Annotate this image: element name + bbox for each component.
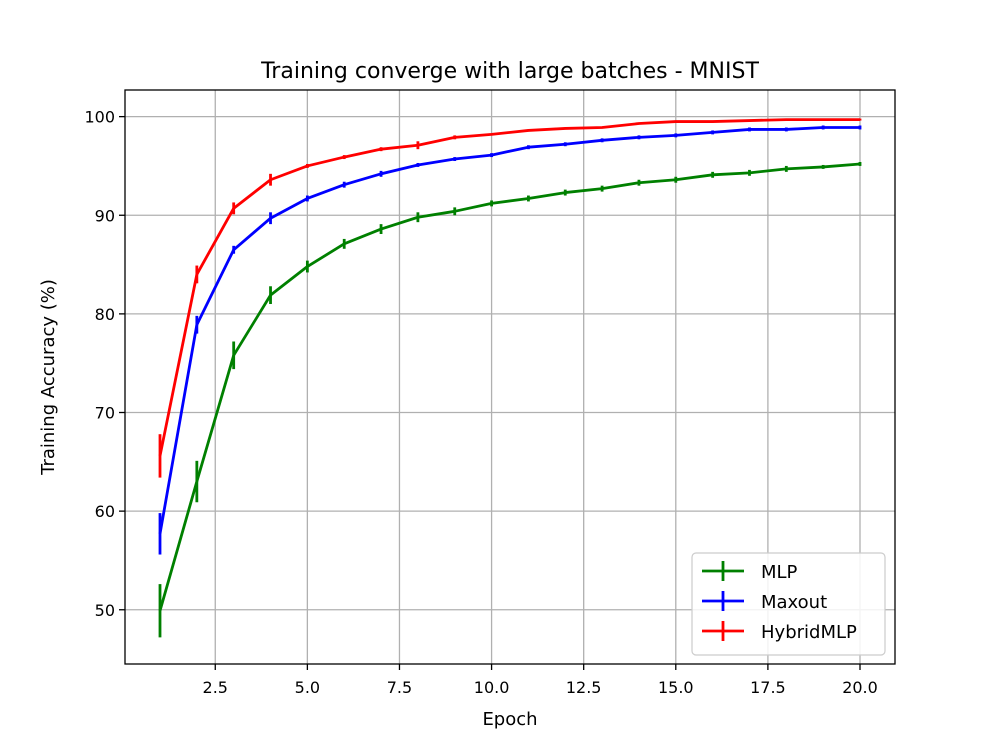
y-tick-label: 80 [95, 305, 115, 324]
x-tick-label: 10.0 [474, 678, 510, 697]
y-tick-label: 70 [95, 404, 115, 423]
x-tick-label: 20.0 [842, 678, 878, 697]
legend-entry-hybridmlp: HybridMLP [702, 621, 857, 643]
series-line [158, 162, 861, 612]
legend-label: HybridMLP [761, 622, 857, 643]
series-line [158, 118, 860, 457]
x-tick-label: 17.5 [750, 678, 786, 697]
plot-frame [124, 89, 896, 665]
series-maxout [158, 125, 862, 555]
y-axis-label: Training Accuracy (%) [38, 279, 59, 476]
y-tick-label: 50 [95, 601, 115, 620]
series-hybridmlp [158, 118, 862, 478]
grid [125, 90, 895, 664]
legend-entry-maxout: Maxout [702, 591, 827, 613]
x-tick-label: 12.5 [566, 678, 602, 697]
series-line [158, 126, 860, 535]
legend: MLP Maxout HybridMLP [691, 552, 886, 656]
legend-label: MLP [761, 562, 798, 583]
legend-entry-mlp: MLP [702, 561, 798, 583]
series [158, 118, 862, 638]
y-tick-label: 90 [95, 206, 115, 225]
legend-label: Maxout [761, 592, 827, 613]
x-tick-label: 5.0 [295, 678, 320, 697]
x-tick-label: 2.5 [203, 678, 228, 697]
chart-title: Training converge with large batches - M… [260, 59, 759, 84]
legend-box [691, 552, 886, 656]
axis-ticks: 2.5 5.0 7.5 10.0 12.5 15.0 17.5 20.0 50 60 70 80 90 1… [84, 108, 877, 697]
x-axis-label: Epoch [482, 709, 537, 730]
x-tick-label: 7.5 [387, 678, 412, 697]
y-tick-label: 60 [95, 502, 115, 521]
x-tick-label: 15.0 [658, 678, 694, 697]
y-tick-label: 100 [84, 108, 115, 127]
series-mlp [158, 161, 862, 638]
